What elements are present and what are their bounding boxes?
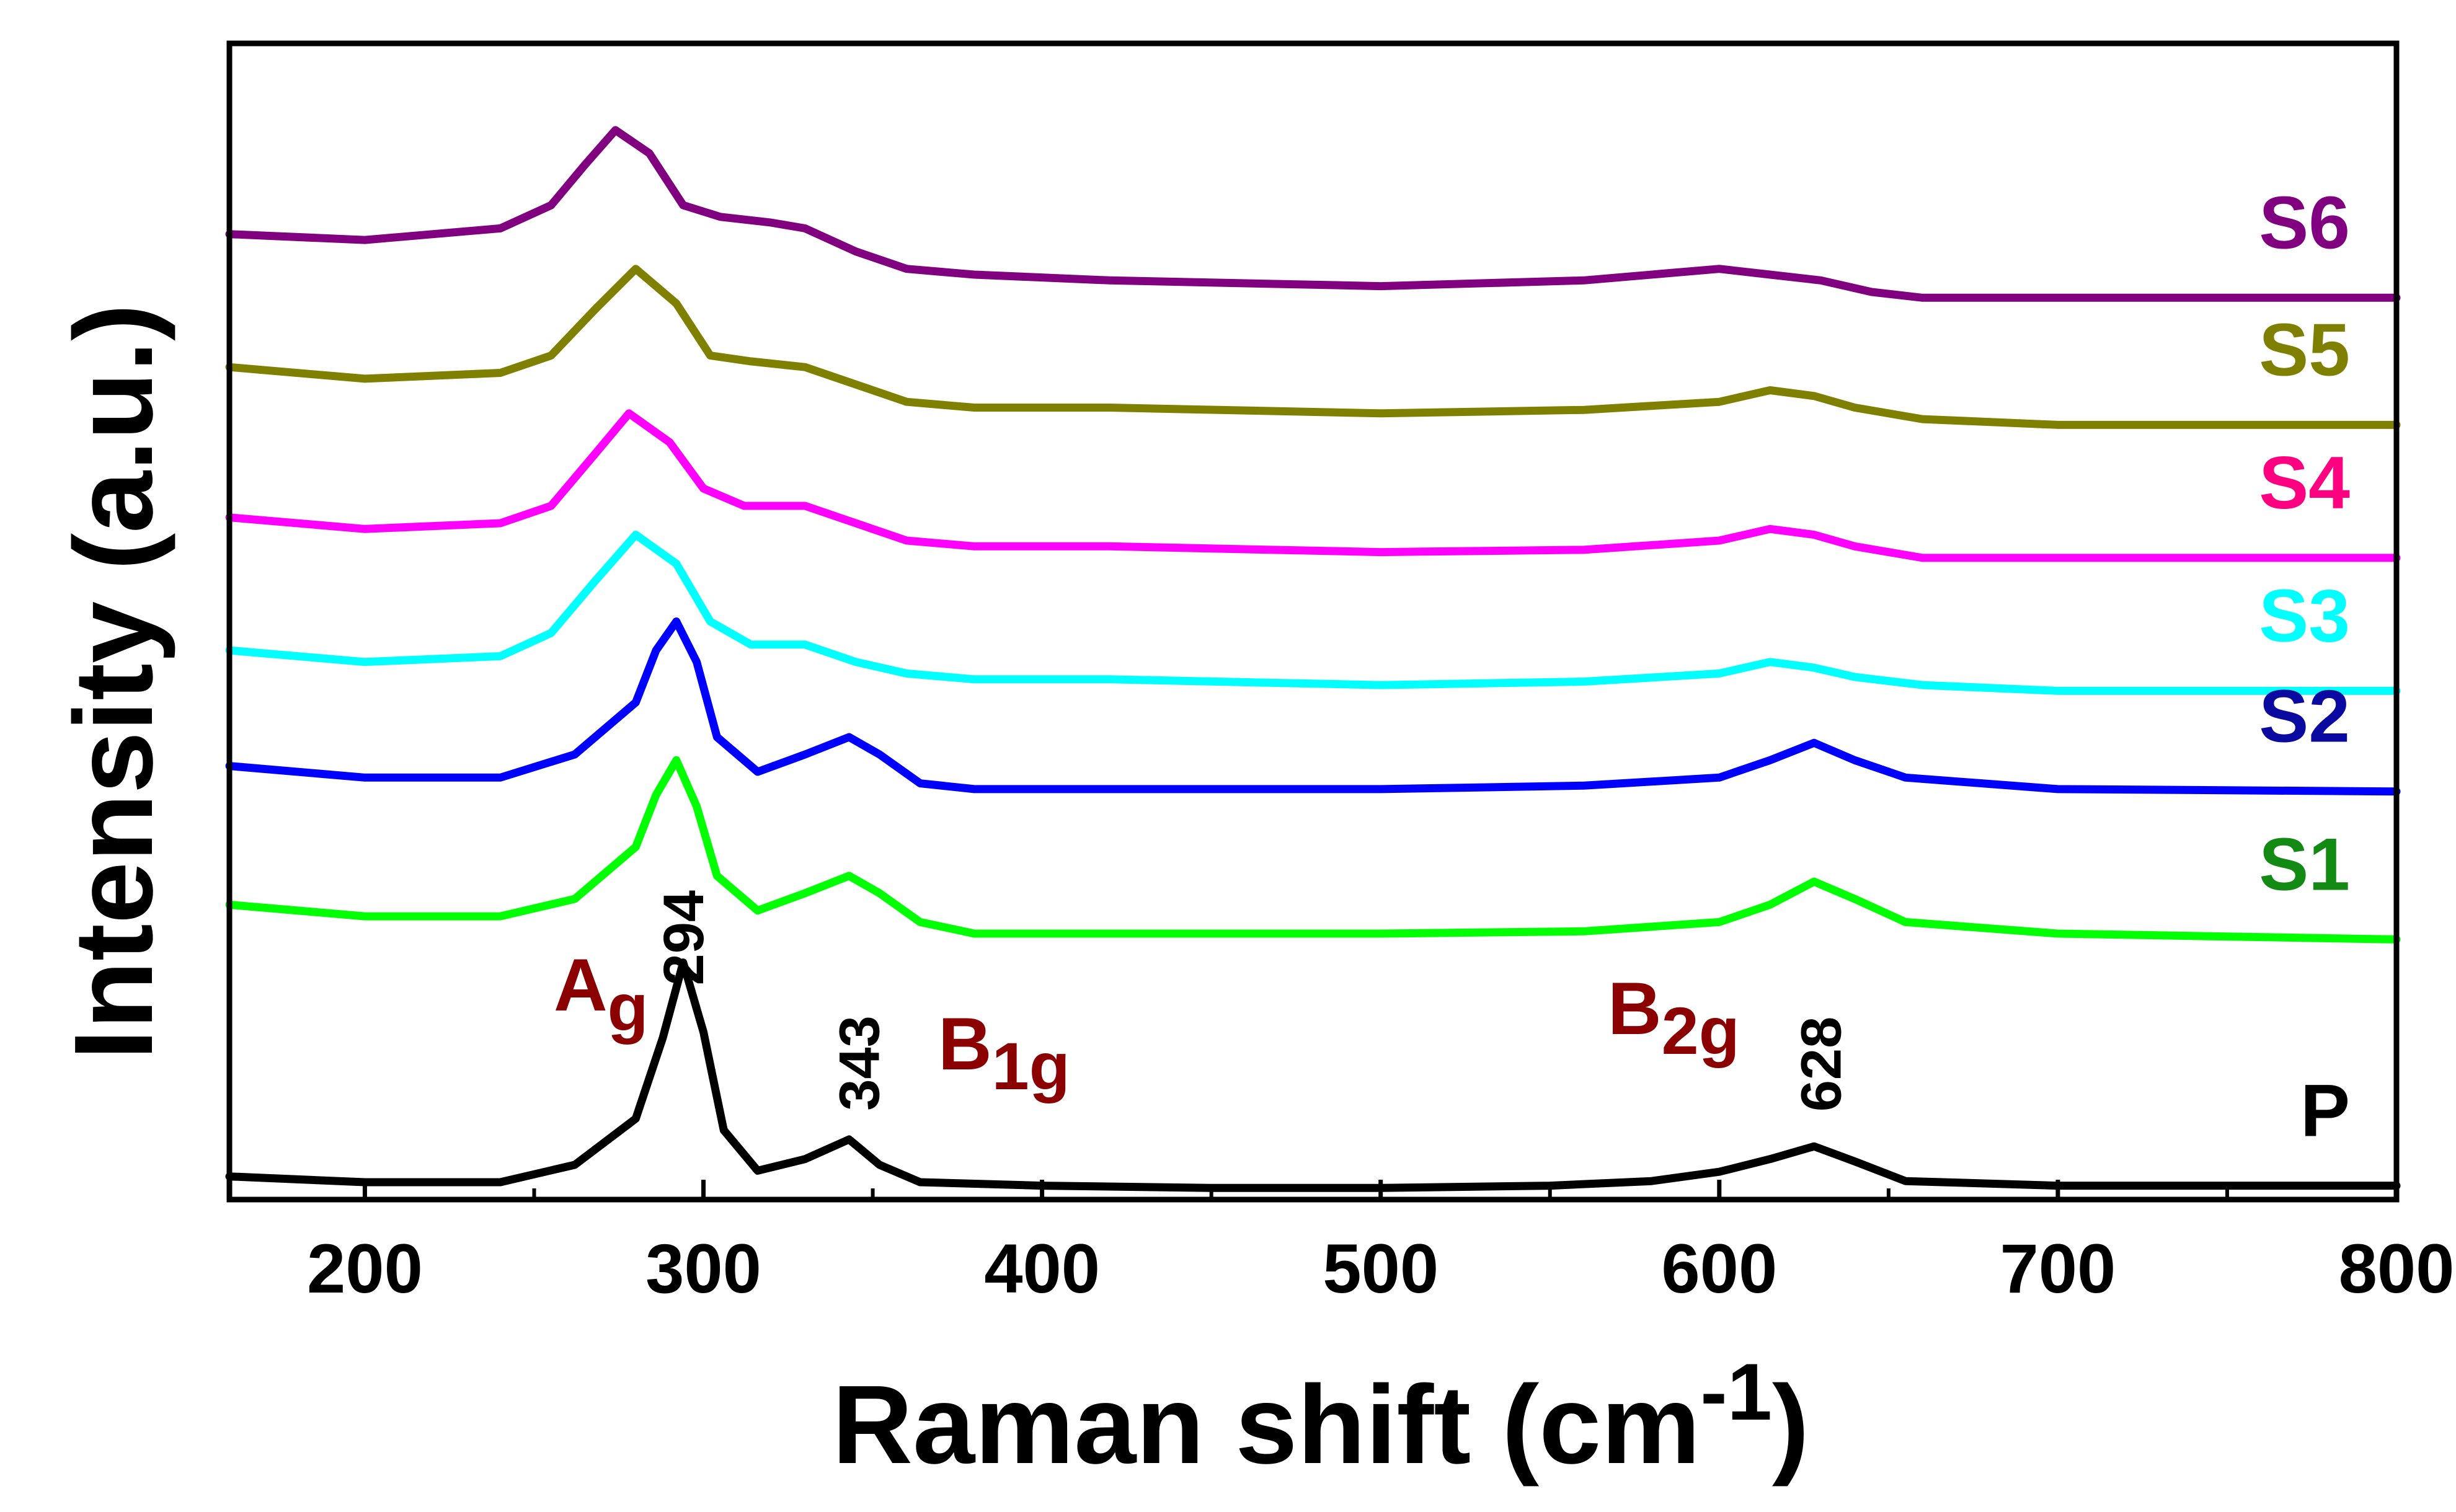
x-axis-tick-labels: 200 300 400 500 600 700 800 — [307, 1230, 2454, 1307]
mode-label-b2g: B2g — [1608, 967, 1740, 1068]
series-line-s1 — [225, 756, 2401, 944]
series-traces — [225, 126, 2401, 1192]
mode-b2g-base: B — [1608, 967, 1662, 1050]
series-line-p — [225, 958, 2401, 1192]
series-line-s5 — [225, 265, 2401, 429]
series-line-s2 — [225, 617, 2401, 796]
series-label-s6: S6 — [2259, 181, 2350, 264]
x-tick-label-400: 400 — [984, 1230, 1100, 1307]
peak-label-343: 343 — [828, 1015, 892, 1111]
x-tick-label-500: 500 — [1323, 1230, 1439, 1307]
series-label-s2: S2 — [2259, 675, 2350, 758]
series-line-s6 — [225, 126, 2401, 302]
x-tick-label-700: 700 — [2000, 1230, 2116, 1307]
series-label-s1: S1 — [2259, 823, 2350, 906]
x-axis-title-main: Raman shift (cm — [832, 1363, 1700, 1487]
x-axis-title-superscript: -1 — [1700, 1346, 1772, 1437]
x-tick-label-600: 600 — [1661, 1230, 1777, 1307]
series-label-s5: S5 — [2259, 308, 2350, 391]
x-tick-label-300: 300 — [645, 1230, 761, 1307]
mode-b1g-base: B — [938, 1002, 992, 1085]
mode-b1g-sub: 1g — [992, 1028, 1070, 1103]
series-line-s4 — [225, 409, 2401, 562]
plot-frame — [226, 40, 2400, 1203]
mode-label-ag: Ag — [554, 944, 649, 1045]
mode-label-b1g: B1g — [938, 1002, 1070, 1103]
x-axis-title: Raman shift (cm-1) — [832, 1346, 1809, 1487]
peak-label-294: 294 — [652, 890, 716, 986]
x-tick-label-800: 800 — [2339, 1230, 2455, 1307]
series-label-s3: S3 — [2259, 574, 2350, 657]
series-labels: P S1 S2 S3 S4 S5 S6 — [2259, 181, 2350, 1152]
x-axis-ticks — [362, 1180, 2399, 1200]
series-line-s3 — [225, 531, 2401, 695]
mode-ag-base: A — [554, 944, 608, 1027]
peak-value-labels: 294 343 628 — [652, 890, 1853, 1112]
y-axis-title: Intensity (a.u.) — [51, 304, 176, 1060]
peak-label-628: 628 — [1790, 1017, 1853, 1112]
mode-b2g-sub: 2g — [1662, 993, 1740, 1068]
series-label-s4: S4 — [2259, 441, 2350, 524]
mode-ag-sub: g — [608, 970, 649, 1045]
series-label-p: P — [2300, 1069, 2350, 1152]
x-tick-label-200: 200 — [307, 1230, 423, 1307]
x-axis-title-end: ) — [1772, 1363, 1809, 1487]
